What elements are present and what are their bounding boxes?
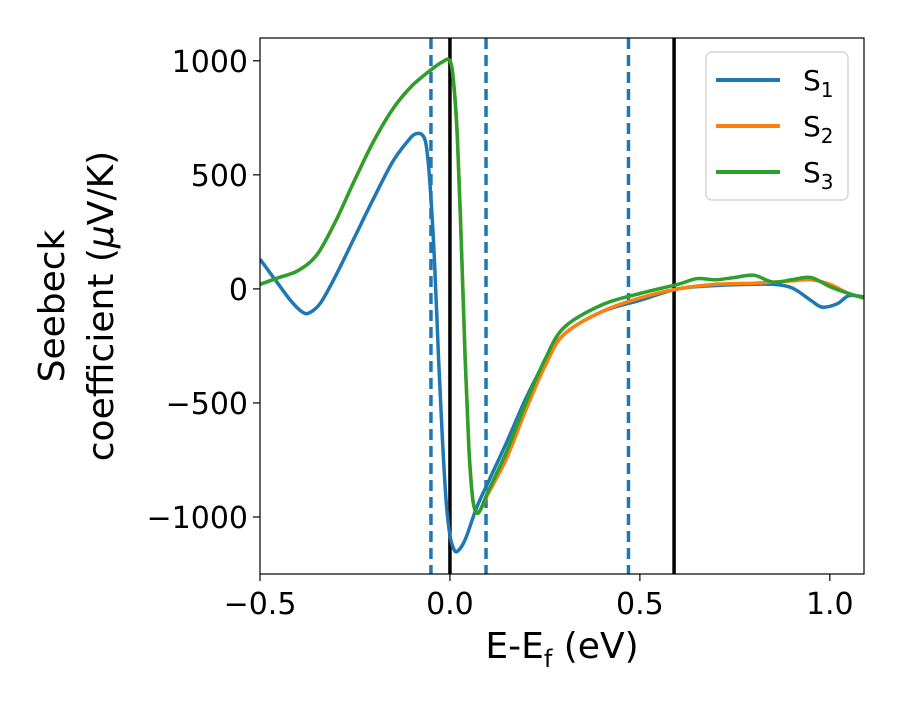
y-axis-ticks: 1000 500 0 −500 −1000 [147, 45, 260, 536]
plot-frame [259, 37, 865, 575]
y-tick-label: −500 [166, 387, 248, 422]
x-tick-label: 0.0 [426, 587, 474, 622]
x-tick-label: 1.0 [806, 587, 854, 622]
y-axis-label-line2: coefficient (μV/K) [81, 151, 122, 461]
legend-label-s3: S3 [803, 156, 834, 194]
x-tick-label: 0.5 [616, 587, 664, 622]
y-axis-label: Seebeck coefficient (μV/K) [32, 151, 122, 461]
series-line-s3 [260, 57, 864, 516]
x-axis-ticks: −0.5 0.0 0.5 1.0 [224, 574, 854, 622]
y-tick-label: −1000 [147, 501, 248, 536]
legend-label-s2: S2 [803, 110, 834, 148]
reference-lines [429, 38, 676, 574]
legend-label-s1: S1 [803, 64, 834, 102]
x-tick-label: −0.5 [224, 587, 297, 622]
y-axis-label-line1: Seebeck [32, 229, 73, 382]
y-tick-label: 500 [191, 159, 248, 194]
series-lines [260, 57, 864, 554]
x-axis-label: E-Ef (eV) [485, 626, 638, 673]
y-tick-label: 0 [229, 273, 248, 308]
legend: S1 S2 S3 [705, 51, 849, 201]
y-tick-label: 1000 [172, 45, 248, 80]
